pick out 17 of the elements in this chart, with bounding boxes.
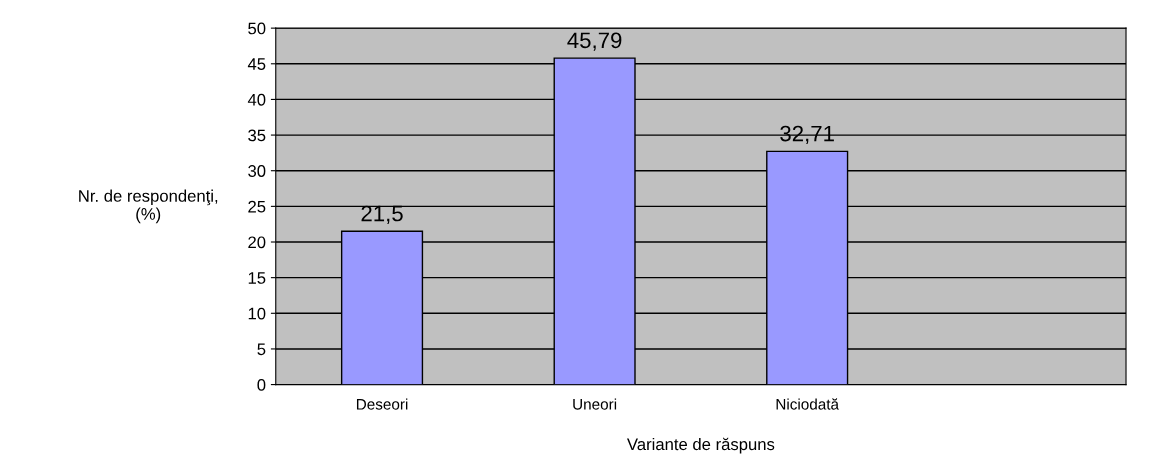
x-tick-label: Niciodată <box>776 398 840 410</box>
y-tick-label: 40 <box>247 93 266 106</box>
x-tick-label: Uneori <box>573 398 617 410</box>
y-tick-label: 50 <box>248 22 266 35</box>
y-tick-label: 15 <box>248 272 266 284</box>
y-tick-label: 25 <box>248 200 266 213</box>
x-axis-title: Variante de răspuns <box>627 437 775 454</box>
y-tick-label: 20 <box>248 236 266 249</box>
y-tick-label: 0 <box>257 378 266 391</box>
x-tick-label: Deseori <box>356 398 408 410</box>
y-tick-label: 45 <box>247 58 266 70</box>
y-tick-label: 5 <box>257 343 266 356</box>
y-tick-label: 30 <box>248 165 266 177</box>
y-tick-label: 10 <box>248 307 266 320</box>
y-tick-label: 35 <box>248 129 266 142</box>
y-axis-title: Nr. de respondenţi, (%) <box>79 189 218 224</box>
data-label: 45,79 <box>567 32 622 51</box>
